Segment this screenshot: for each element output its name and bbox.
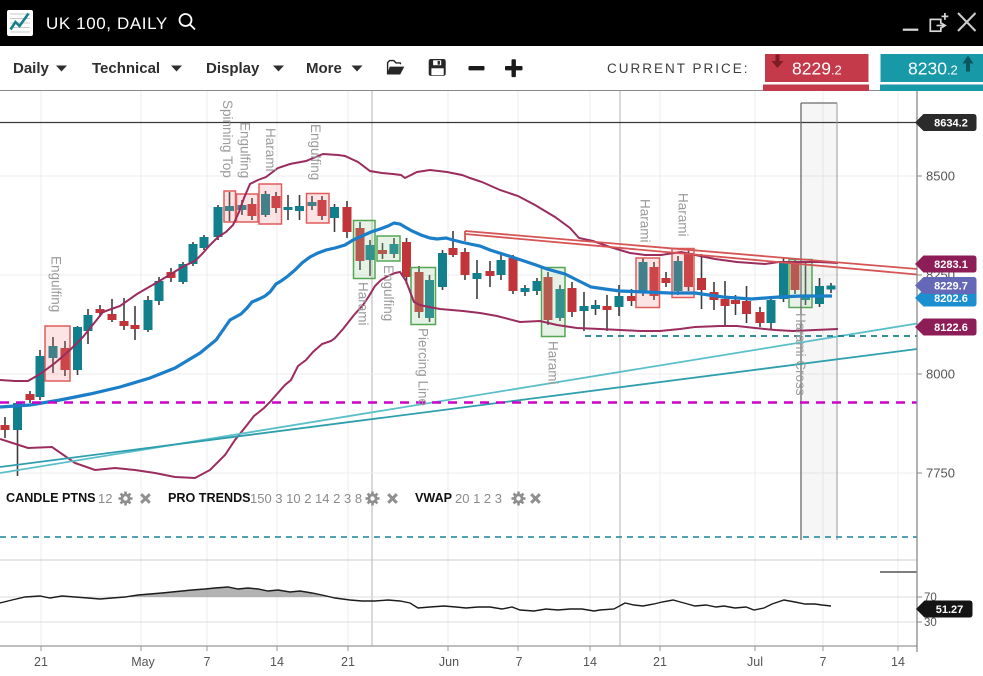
svg-text:51.27: 51.27 [936, 604, 964, 616]
svg-text:Harami: Harami [546, 341, 561, 385]
svg-text:Harami Cross: Harami Cross [793, 313, 808, 396]
svg-text:14: 14 [270, 655, 284, 669]
svg-text:7: 7 [820, 655, 827, 669]
svg-text:Harami: Harami [263, 128, 278, 172]
svg-text:Engulfing: Engulfing [381, 265, 396, 321]
svg-text:14: 14 [583, 655, 597, 669]
svg-text:Engulfing: Engulfing [308, 124, 323, 180]
svg-text:Jun: Jun [439, 655, 459, 669]
svg-text:Engulfing: Engulfing [238, 122, 253, 178]
svg-text:8202.6: 8202.6 [934, 293, 968, 305]
svg-text:21: 21 [341, 655, 355, 669]
svg-text:Spinning Top: Spinning Top [220, 100, 235, 178]
svg-text:8229.7: 8229.7 [934, 281, 968, 293]
svg-text:8122.6: 8122.6 [934, 322, 968, 334]
svg-text:7: 7 [516, 655, 523, 669]
svg-text:7750: 7750 [926, 466, 955, 481]
svg-text:May: May [131, 655, 155, 669]
svg-text:Jul: Jul [747, 655, 763, 669]
svg-text:Harami: Harami [676, 193, 691, 237]
svg-text:14: 14 [891, 655, 905, 669]
svg-text:30: 30 [924, 617, 937, 629]
svg-text:Piercing Line: Piercing Line [416, 328, 431, 406]
svg-text:UK 100, DAILY: UK 100, DAILY [46, 14, 168, 33]
svg-text:Harami: Harami [356, 282, 371, 326]
svg-text:Engulfing: Engulfing [49, 256, 64, 312]
svg-text:8634.2: 8634.2 [934, 118, 968, 130]
svg-text:8283.1: 8283.1 [934, 259, 968, 271]
svg-text:Harami: Harami [638, 199, 653, 243]
svg-text:8230.2: 8230.2 [908, 59, 958, 79]
svg-text:21: 21 [653, 655, 667, 669]
svg-text:8229.2: 8229.2 [792, 59, 842, 79]
svg-text:21: 21 [34, 655, 48, 669]
svg-text:8500: 8500 [926, 169, 955, 184]
svg-text:7: 7 [204, 655, 211, 669]
svg-text:8000: 8000 [926, 367, 955, 382]
